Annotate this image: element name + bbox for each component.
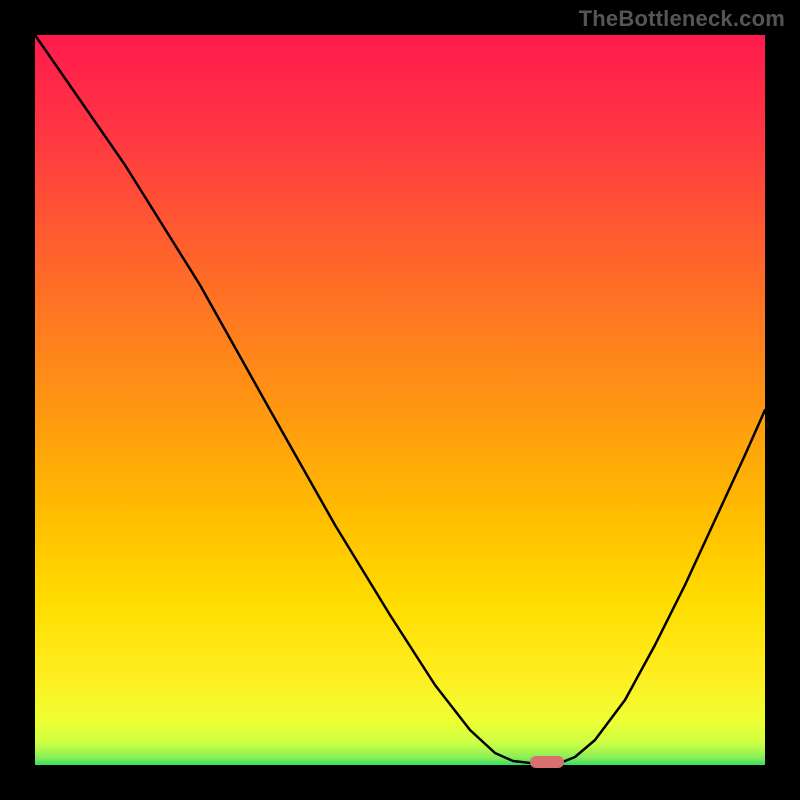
bottleneck-curve bbox=[35, 35, 765, 763]
chart-container: TheBottleneck.com bbox=[0, 0, 800, 800]
curve-svg bbox=[35, 35, 765, 765]
plot-area bbox=[35, 35, 765, 765]
watermark-text: TheBottleneck.com bbox=[579, 6, 785, 32]
optimal-marker bbox=[530, 756, 564, 768]
